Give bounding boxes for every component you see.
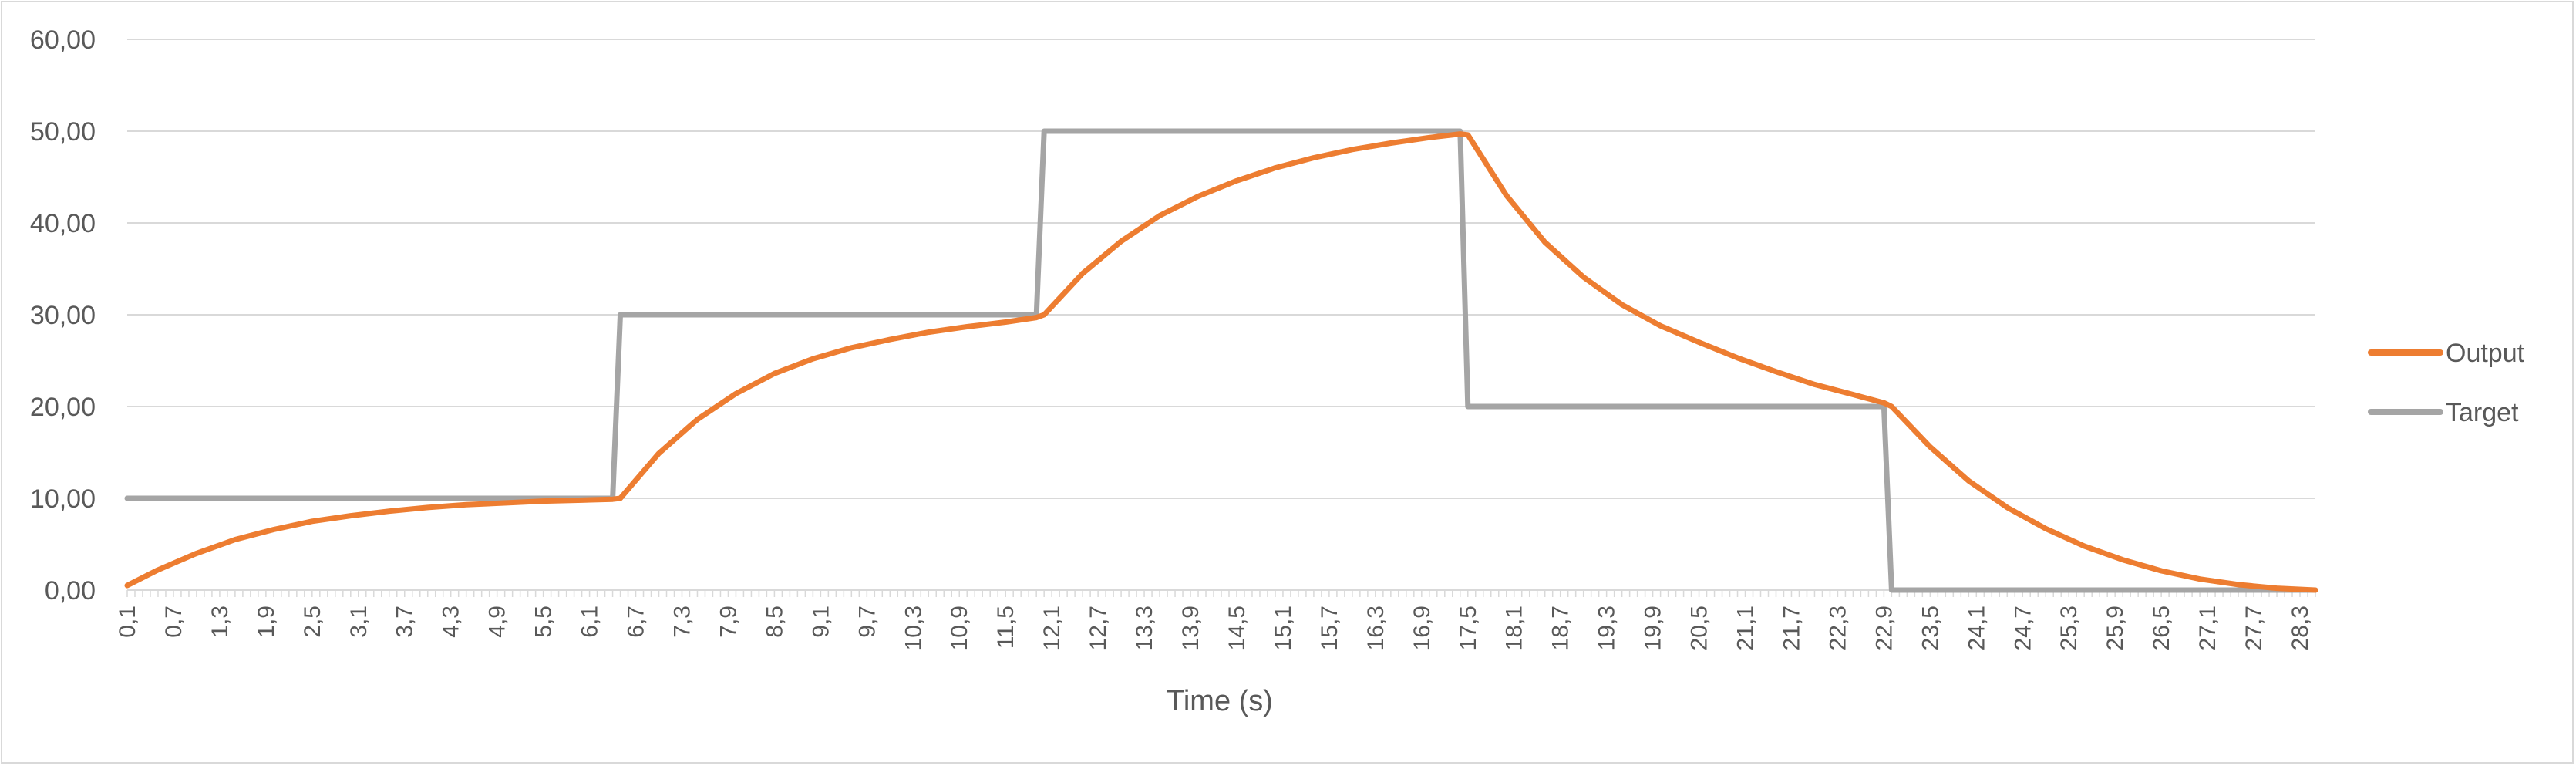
x-tick-label: 3,1 <box>346 606 372 638</box>
x-tick-label: 20,5 <box>1687 606 1712 650</box>
series-lines <box>124 128 2318 593</box>
y-tick-label: 0,00 <box>45 576 96 606</box>
x-tick-label: 9,7 <box>854 606 880 638</box>
x-tick-label: 12,7 <box>1086 606 1111 650</box>
x-tick-label: 15,7 <box>1317 606 1342 650</box>
x-tick-label: 0,7 <box>161 606 187 638</box>
x-tick-label: 1,3 <box>207 606 233 638</box>
x-tick-label: 5,5 <box>531 606 557 638</box>
x-tick-label: 9,1 <box>808 606 833 638</box>
series-line-target <box>124 128 2318 593</box>
series-line-output <box>124 131 2318 593</box>
x-tick-label: 27,7 <box>2241 606 2267 650</box>
x-axis: 0,1 0,7 1,3 1,9 2,5 3,1 3,7 4,3 4,9 5,5 6,1 6,7 7,3 7… <box>115 589 2316 650</box>
y-tick-label: 30,00 <box>30 301 96 330</box>
x-tick-label: 16,9 <box>1409 606 1435 650</box>
x-tick-label: 7,9 <box>716 606 741 638</box>
x-tick-label: 11,5 <box>993 606 1019 649</box>
y-axis-tick-labels: 0,00 10,00 20,00 30,00 40,00 50,00 60,00 <box>30 25 96 606</box>
x-tick-label: 22,9 <box>1871 606 1897 650</box>
legend-label-target: Target <box>2446 398 2519 427</box>
x-tick-label: 25,3 <box>2056 606 2082 650</box>
y-tick-label: 50,00 <box>30 117 96 147</box>
x-tick-label: 12,1 <box>1039 606 1065 650</box>
x-tick-label: 24,1 <box>1964 606 1989 650</box>
x-tick-label: 17,5 <box>1456 606 1481 650</box>
x-tick-label: 21,1 <box>1733 606 1759 650</box>
x-tick-label: 21,7 <box>1779 606 1804 650</box>
x-tick-label: 15,1 <box>1271 606 1296 650</box>
x-tick-label: 25,9 <box>2103 606 2128 650</box>
x-tick-label: 10,3 <box>901 606 926 650</box>
x-tick-label: 19,9 <box>1641 606 1666 650</box>
x-tick-label: 6,1 <box>577 606 603 638</box>
x-tick-label: 22,3 <box>1825 606 1850 650</box>
x-tick-label: 16,3 <box>1363 606 1389 650</box>
x-axis-title: Time (s) <box>1167 685 1273 717</box>
x-tick-label: 24,7 <box>2010 606 2036 650</box>
x-tick-label: 3,7 <box>392 606 418 638</box>
x-tick-label: 19,3 <box>1594 606 1620 650</box>
x-tick-label: 18,7 <box>1548 606 1574 650</box>
x-tick-label: 2,5 <box>300 606 325 638</box>
x-tick-label: 6,7 <box>624 606 649 638</box>
y-tick-label: 10,00 <box>30 484 96 514</box>
x-tick-label: 13,9 <box>1178 606 1204 650</box>
x-tick-label: 18,1 <box>1502 606 1527 650</box>
x-tick-label: 8,5 <box>762 606 787 638</box>
y-tick-label: 60,00 <box>30 25 96 55</box>
x-tick-label: 4,9 <box>485 606 510 638</box>
x-tick-label: 28,3 <box>2288 606 2313 650</box>
y-tick-label: 20,00 <box>30 393 96 422</box>
gridlines <box>127 39 2315 499</box>
legend-label-output: Output <box>2446 339 2525 368</box>
legend: Output Target <box>2368 339 2525 427</box>
x-tick-label: 23,5 <box>1918 606 1943 650</box>
y-tick-label: 40,00 <box>30 209 96 238</box>
x-tick-label: 26,5 <box>2149 606 2174 650</box>
x-tick-label: 4,3 <box>439 606 464 638</box>
x-tick-label: 0,1 <box>115 606 140 638</box>
x-tick-label: 1,9 <box>254 606 279 638</box>
x-tick-label: 7,3 <box>669 606 695 638</box>
x-tick-label: 27,1 <box>2195 606 2221 650</box>
x-tick-label: 10,9 <box>947 606 972 650</box>
x-tick-label: 13,3 <box>1132 606 1157 650</box>
x-tick-label: 14,5 <box>1224 606 1250 650</box>
